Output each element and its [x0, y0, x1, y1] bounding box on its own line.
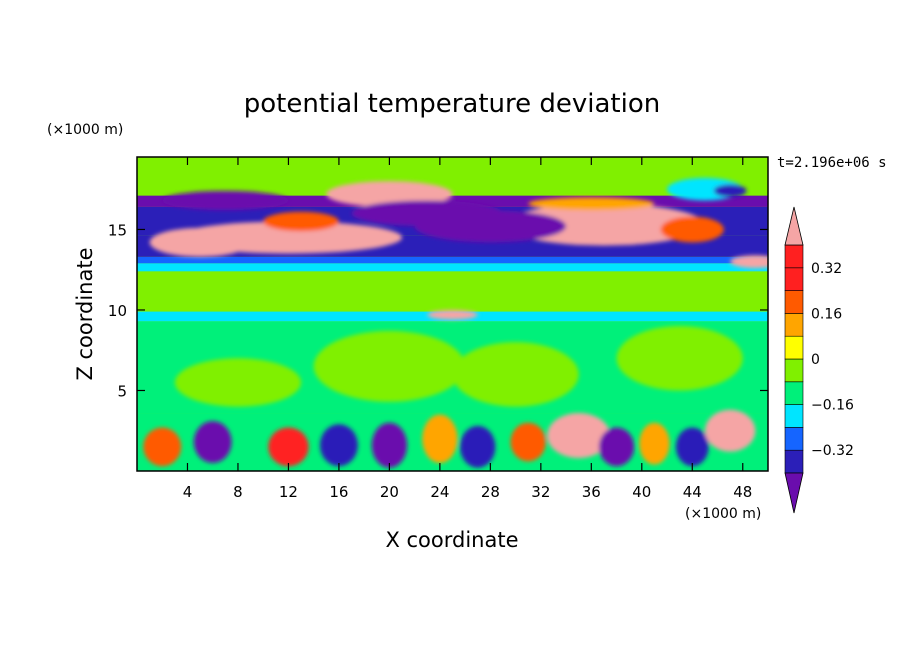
colorbar-extend-low	[784, 472, 804, 514]
field-blob	[313, 330, 466, 402]
field-blob	[422, 414, 458, 463]
x-tick-label: 4	[183, 483, 193, 501]
colorbar-segment	[784, 290, 804, 314]
x-axis-label: X coordinate	[385, 528, 518, 552]
field-blob	[193, 421, 232, 463]
colorbar: 0.32 0.16 0 −0.16 −0.32	[784, 206, 854, 514]
field-band	[137, 263, 768, 272]
colorbar-segment	[784, 427, 804, 451]
field-blob	[452, 342, 579, 407]
x-tick-label: 20	[380, 483, 399, 501]
colorbar-segment	[784, 449, 804, 474]
x-tick-label: 32	[531, 483, 550, 501]
field-blobs	[143, 177, 768, 468]
field-blob	[371, 422, 408, 468]
x-tick-label: 40	[632, 483, 651, 501]
x-tick-label: 36	[582, 483, 601, 501]
x-tick-label: 12	[279, 483, 298, 501]
field-blob	[598, 427, 635, 467]
field-blob	[427, 309, 478, 320]
field-blob	[547, 413, 611, 459]
time-label: t=2.196e+06 s	[777, 155, 887, 171]
field-blob	[149, 227, 251, 257]
field-blob	[326, 181, 453, 207]
field-blob	[730, 255, 768, 269]
colorbar-segment	[784, 335, 804, 360]
chart-title: potential temperature deviation	[244, 89, 660, 119]
field-blob	[510, 422, 546, 462]
field-blob	[268, 427, 309, 467]
x-tick-label: 24	[430, 483, 449, 501]
field-blob	[174, 358, 302, 407]
colorbar-tick-label: 0.16	[811, 306, 842, 322]
field-blob	[713, 184, 747, 198]
field-band	[137, 256, 768, 264]
y-tick-label: 10	[108, 302, 127, 320]
x-tick-label: 28	[481, 483, 500, 501]
y-tick-label: 15	[108, 221, 127, 239]
field-blob	[351, 200, 503, 227]
colorbar-extend-high	[784, 206, 804, 246]
x-tick-label: 16	[329, 483, 348, 501]
field-blob	[143, 427, 182, 467]
colorbar-segment	[784, 267, 804, 291]
colorbar-segment	[784, 313, 804, 337]
colorbar-segment	[784, 358, 804, 383]
x-ticks: 4 8 12 16 20 24 28 32 36 40 44 48	[183, 157, 752, 501]
heatmap-field	[137, 157, 768, 471]
field-blob	[675, 427, 709, 467]
field-blob	[162, 190, 289, 211]
colorbar-tick-label: 0.32	[811, 261, 842, 277]
field-blob	[528, 197, 655, 211]
colorbar-tick-label: −0.16	[811, 398, 854, 414]
y-ticks: 5 10 15	[108, 221, 768, 400]
field-blob	[263, 211, 339, 232]
field-blob	[319, 424, 358, 467]
field-blob	[704, 409, 756, 452]
x-unit-label: (×1000 m)	[685, 506, 761, 522]
field-blob	[460, 425, 496, 468]
x-tick-label: 48	[733, 483, 752, 501]
colorbar-tick-label: −0.32	[811, 443, 854, 459]
field-blob	[616, 326, 743, 391]
y-unit-label: (×1000 m)	[47, 122, 123, 138]
x-tick-label: 8	[233, 483, 243, 501]
colorbar-segment	[784, 381, 804, 405]
field-blob	[660, 216, 724, 243]
field-blob	[639, 422, 670, 465]
y-tick-label: 5	[117, 382, 127, 400]
colorbar-segment	[784, 404, 804, 428]
y-axis-label: Z coordinate	[73, 247, 97, 380]
x-tick-label: 44	[683, 483, 702, 501]
plot-frame	[136, 156, 769, 472]
colorbar-segment	[784, 244, 804, 269]
colorbar-tick-label: 0	[811, 352, 820, 368]
